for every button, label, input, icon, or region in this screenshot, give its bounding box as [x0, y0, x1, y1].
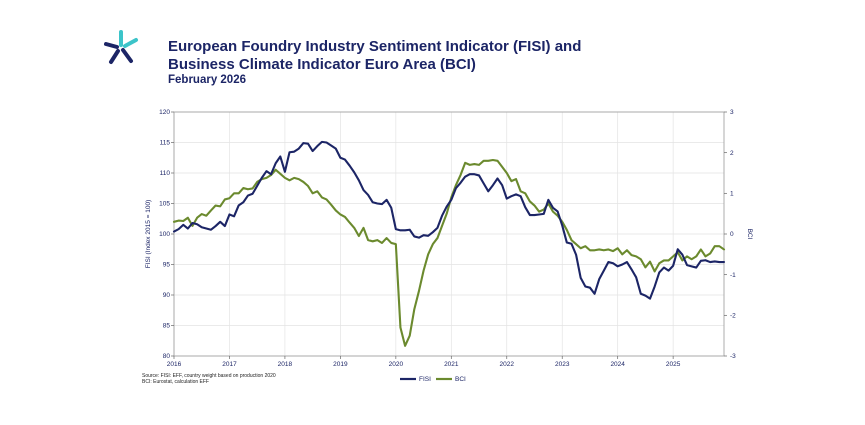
x-tick-label: 2016: [167, 361, 182, 368]
source-note-line2: BCI: Eurostat, calculation EFF: [142, 379, 209, 385]
left-tick-label: 80: [163, 353, 171, 360]
legend-label-fisi: FISI: [419, 376, 431, 383]
left-tick-label: 110: [160, 170, 171, 177]
right-tick-label: -3: [730, 353, 736, 360]
left-axis-ticks: 80 85 90 95 100 105 110 115 120: [159, 109, 174, 360]
legend-label-bci: BCI: [455, 376, 466, 383]
x-axis-ticks: 2016 2017 2018 2019 2020 2021 2022 2023 2024 2025: [167, 356, 681, 368]
left-tick-label: 120: [159, 109, 170, 116]
x-tick-label: 2021: [444, 361, 459, 368]
x-tick-label: 2020: [389, 361, 404, 368]
x-tick-label: 2018: [278, 361, 293, 368]
left-tick-label: 105: [159, 201, 170, 208]
chart-title-line2: Business Climate Indicator Euro Area (BC…: [168, 56, 476, 73]
series-line-bci: [172, 158, 726, 347]
series-lines: [172, 140, 726, 347]
chart-title-line1: European Foundry Industry Sentiment Indi…: [168, 38, 582, 55]
right-tick-label: 1: [730, 191, 734, 198]
right-axis-ticks: -3 -2 -1 0 1 2 3: [724, 109, 736, 360]
left-tick-label: 85: [163, 323, 171, 330]
left-tick-label: 115: [160, 140, 171, 147]
left-axis-label: FISI (Index 2015 = 100): [145, 200, 152, 268]
series-line-fisi: [172, 140, 726, 300]
x-tick-label: 2019: [333, 361, 348, 368]
right-tick-label: 2: [730, 150, 734, 157]
x-tick-label: 2025: [666, 361, 681, 368]
source-note-line1: Source: FISI: EFF, country weight based …: [142, 373, 276, 379]
chart-subtitle: February 2026: [168, 74, 246, 86]
left-tick-label: 90: [163, 292, 171, 299]
x-tick-label: 2024: [610, 361, 625, 368]
x-tick-label: 2023: [555, 361, 570, 368]
right-axis-label: BCI: [746, 229, 753, 240]
x-tick-label: 2017: [222, 361, 237, 368]
right-tick-label: 3: [730, 109, 734, 116]
right-tick-label: -2: [730, 313, 736, 320]
right-tick-label: -1: [730, 272, 736, 279]
legend: FISI BCI: [400, 376, 466, 383]
x-tick-label: 2022: [500, 361, 515, 368]
right-tick-label: 0: [730, 231, 734, 238]
brand-logo-icon: [104, 30, 138, 64]
grid-lines: [173, 111, 724, 357]
left-tick-label: 95: [163, 262, 171, 269]
left-tick-label: 100: [159, 231, 170, 238]
